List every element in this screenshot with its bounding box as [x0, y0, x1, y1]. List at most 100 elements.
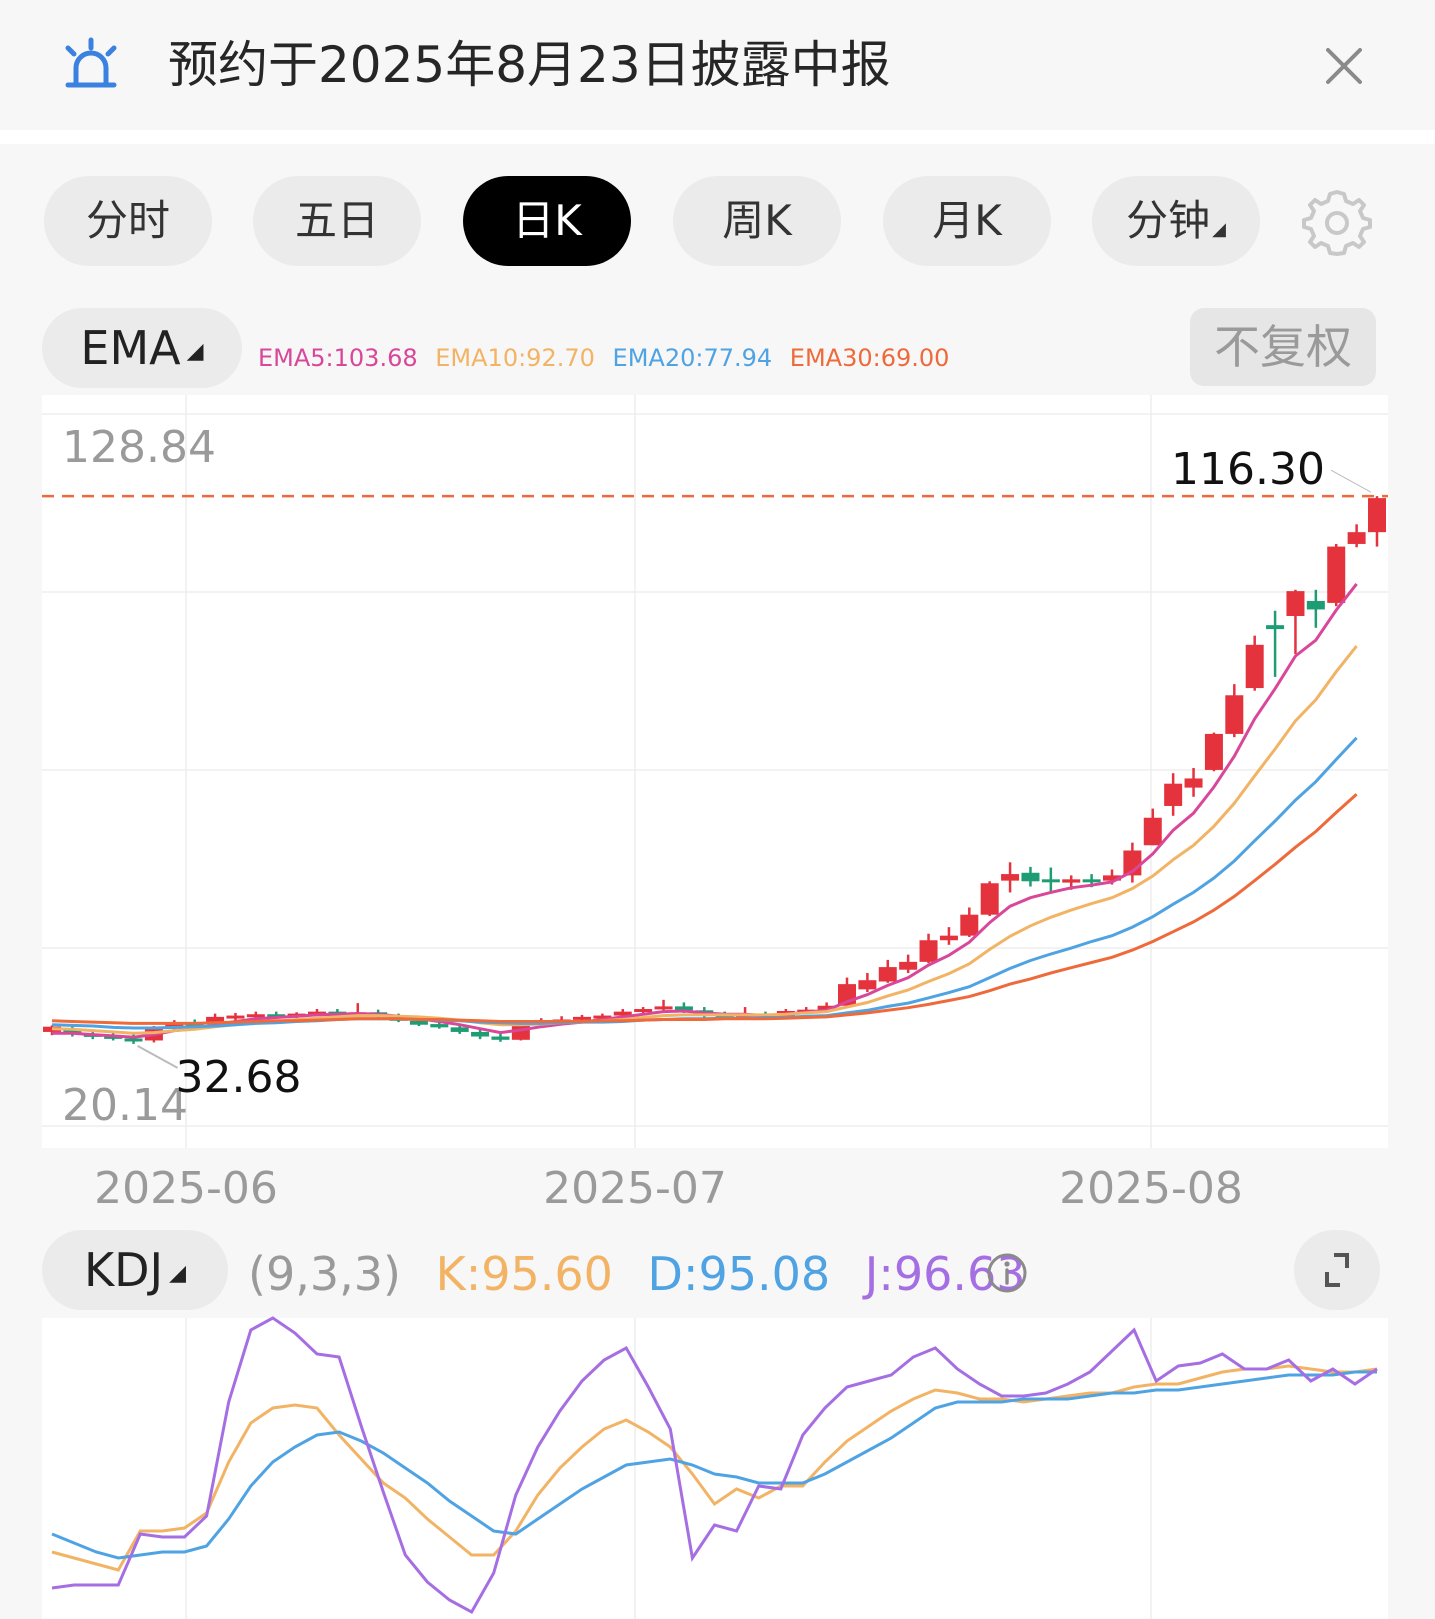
candle: [450, 1024, 469, 1034]
indicator-name: EMA: [80, 321, 181, 375]
candle: [1021, 866, 1040, 887]
candle-body: [593, 1015, 612, 1019]
candle-body: [1164, 783, 1183, 806]
candle-body: [165, 1022, 184, 1029]
candle-body: [1306, 600, 1325, 610]
candle: [1225, 684, 1244, 738]
candle: [1286, 589, 1305, 654]
ema5-value: EMA5:103.68: [258, 344, 418, 372]
gear-icon[interactable]: [1300, 186, 1374, 260]
candle: [1143, 808, 1162, 846]
candle-body: [246, 1014, 265, 1018]
candle: [654, 999, 673, 1012]
candle-body: [409, 1020, 428, 1025]
candle-body: [1347, 532, 1366, 544]
candle: [226, 1012, 245, 1021]
candle: [980, 881, 999, 917]
y-axis-min-label: 20.14: [62, 1080, 188, 1131]
x-axis-label: 2025-07: [543, 1163, 727, 1214]
caret-down-icon: ◢: [186, 338, 204, 364]
kdj-plot-area: [42, 1318, 1388, 1619]
candle-body: [1286, 591, 1305, 617]
candle-body: [980, 883, 999, 915]
candle-body: [899, 961, 918, 970]
price-plot-area: [42, 395, 1388, 1148]
kdj-line-k: [51, 1364, 1378, 1572]
candle-body: [1327, 546, 1346, 603]
candle: [1327, 543, 1346, 607]
candle: [1041, 867, 1060, 894]
kdj-selector[interactable]: KDJ ◢: [42, 1230, 228, 1310]
candle-body: [919, 940, 938, 962]
candle-body: [226, 1015, 245, 1019]
candle-body: [1082, 879, 1101, 883]
candle-body: [1225, 695, 1244, 734]
candle: [1204, 732, 1223, 772]
candle: [1306, 589, 1325, 628]
candle-body: [573, 1016, 591, 1020]
kdj-name: KDJ: [83, 1243, 164, 1297]
candle-body: [308, 1011, 326, 1015]
candle-body: [491, 1036, 510, 1040]
tab-minute-label: 分钟: [1126, 196, 1211, 245]
candle-body: [1021, 872, 1040, 882]
tab-monthly-k[interactable]: 月K: [883, 176, 1051, 266]
low-price-label: 32.68: [176, 1052, 302, 1103]
candle: [1347, 524, 1366, 548]
candle-body: [858, 980, 877, 990]
banner-separator: [0, 130, 1435, 144]
ema-values: EMA5:103.68 EMA10:92.70 EMA20:77.94 EMA3…: [258, 340, 959, 376]
candle-body: [1204, 733, 1223, 770]
tab-weekly-k[interactable]: 周K: [673, 176, 841, 266]
tab-five-day[interactable]: 五日: [253, 176, 421, 266]
tab-daily-k[interactable]: 日K: [463, 176, 631, 266]
candle: [1001, 862, 1020, 893]
ema10-value: EMA10:92.70: [435, 344, 595, 372]
tab-minute[interactable]: 分钟 ◢: [1092, 176, 1260, 266]
info-icon[interactable]: [986, 1252, 1028, 1294]
candle-body: [654, 1006, 673, 1010]
candle-body: [1103, 875, 1121, 881]
candle: [960, 907, 979, 937]
candle-body: [450, 1027, 469, 1032]
close-icon[interactable]: [1322, 44, 1366, 88]
candle-body: [1245, 644, 1264, 689]
kdj-line-j: [51, 1316, 1378, 1615]
x-axis-label: 2025-06: [94, 1163, 278, 1214]
tab-intraday[interactable]: 分时: [44, 176, 212, 266]
candle: [858, 972, 877, 992]
candle-body: [613, 1011, 632, 1016]
ema20-value: EMA20:77.94: [612, 344, 773, 372]
x-axis-label: 2025-08: [1059, 1163, 1243, 1214]
candle: [899, 954, 918, 973]
price-adjust-button[interactable]: 不复权: [1190, 308, 1376, 386]
banner-title: 预约于2025年8月23日披露中报: [168, 36, 891, 94]
ema-line-ema30: [51, 793, 1358, 1025]
candle-body: [1184, 778, 1203, 788]
candle-body: [634, 1009, 653, 1013]
candle: [1164, 773, 1183, 816]
kdj-d-value: D:95.08: [647, 1247, 831, 1301]
kdj-params: (9,3,3): [248, 1247, 401, 1301]
candle-body: [430, 1024, 449, 1028]
candle-body: [674, 1006, 693, 1011]
high-leader-line: [1330, 469, 1372, 493]
candle: [471, 1028, 490, 1040]
kdj-line-d: [51, 1370, 1377, 1560]
candle: [939, 927, 958, 945]
high-price-label: 116.30: [1171, 444, 1325, 495]
candle-body: [206, 1016, 225, 1025]
indicator-selector[interactable]: EMA ◢: [42, 308, 242, 388]
candle-body: [1001, 874, 1020, 881]
alarm-light-icon: [65, 37, 117, 88]
candle-body: [960, 914, 979, 936]
candle-body: [267, 1014, 286, 1018]
disclosure-banner: 预约于2025年8月23日披露中报: [0, 0, 1435, 130]
candle: [919, 933, 938, 964]
candle: [124, 1033, 143, 1044]
low-leader-line: [137, 1044, 179, 1069]
candle-body: [1143, 817, 1162, 846]
kdj-values: (9,3,3) K:95.60 D:95.08 J:96.63: [248, 1246, 1046, 1302]
fullscreen-button[interactable]: [1294, 1230, 1380, 1310]
